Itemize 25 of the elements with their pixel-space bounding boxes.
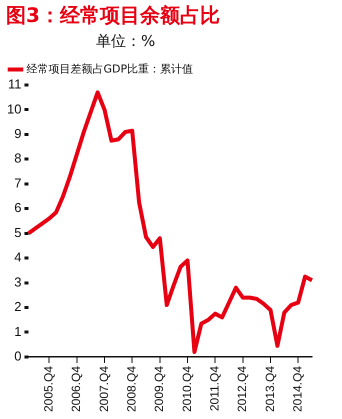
y-tick-label: 10 xyxy=(6,101,22,116)
y-tick-label: 11 xyxy=(8,76,22,92)
x-tick-label: 2013.Q4 xyxy=(262,366,277,412)
x-tick-label: 2012.Q4 xyxy=(235,366,250,412)
x-tick-label: 2010.Q4 xyxy=(180,366,194,412)
y-tick-label: 4 xyxy=(14,250,22,265)
x-tick-label: 2011.Q4 xyxy=(207,366,222,412)
x-tick-label: 2008.Q4 xyxy=(124,366,139,412)
x-tick-label: 2007.Q4 xyxy=(96,366,111,412)
legend-label: 经常项目差额占GDP比重：累计值 xyxy=(26,62,194,76)
chart-title: 图3：经常项目余额占比 xyxy=(6,2,220,29)
x-tick-label: 2005.Q4 xyxy=(42,366,56,412)
y-tick-label: 7 xyxy=(14,175,22,190)
y-tick-label: 3 xyxy=(14,274,22,290)
y-tick-label: 1 xyxy=(14,324,22,339)
y-tick-label: 6 xyxy=(14,200,22,216)
y-tick-label: 2 xyxy=(14,299,22,314)
x-tick-label: 2014.Q4 xyxy=(290,366,304,412)
y-tick-label: 8 xyxy=(14,150,22,166)
chart-subtitle: 单位：% xyxy=(96,32,156,51)
x-tick-label: 2006.Q4 xyxy=(69,366,84,412)
x-tick-label: 2009.Q4 xyxy=(152,366,166,412)
y-tick-label: 9 xyxy=(14,126,22,142)
y-tick-label: 0 xyxy=(14,348,22,364)
y-tick-label: 5 xyxy=(14,224,22,240)
